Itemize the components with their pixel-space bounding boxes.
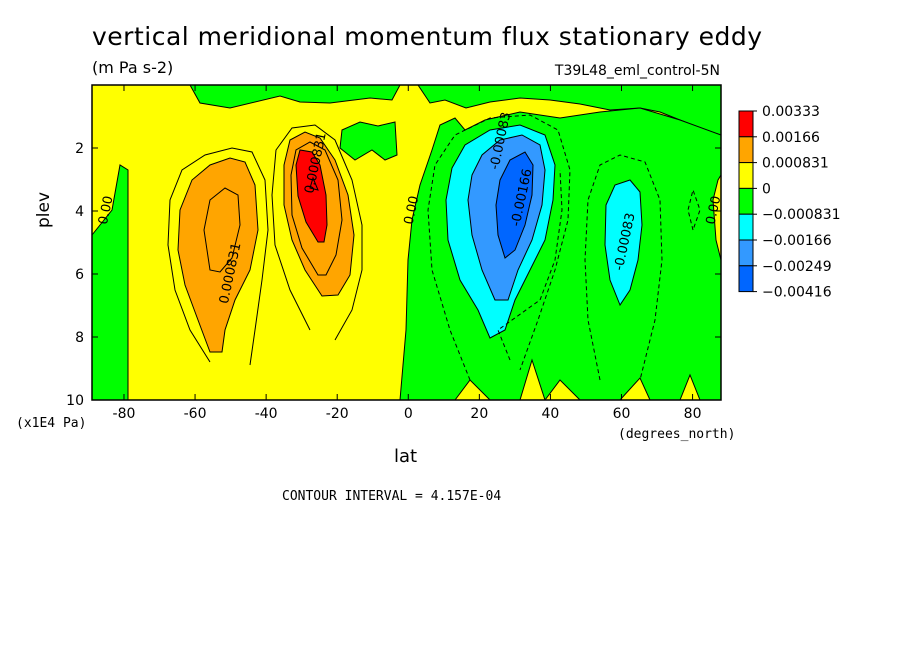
- x-tick-label: -40: [255, 406, 278, 422]
- legend-label: −0.000831: [762, 207, 841, 223]
- y-tick-label: 8: [75, 330, 84, 346]
- x-tick-label: 20: [470, 406, 488, 422]
- y-tick-label: 2: [75, 141, 84, 157]
- contour-line-neg-outer: [427, 114, 571, 381]
- negative-band-top-blob: [339, 121, 398, 161]
- contour-interval-text: CONTOUR INTERVAL = 4.157E-04: [282, 489, 502, 504]
- legend-label: −0.00416: [762, 285, 832, 301]
- chart-title: vertical meridional momentum flux statio…: [92, 22, 763, 51]
- x-axis-units: (degrees_north): [618, 427, 736, 442]
- dataset-label: T39L48_eml_control-5N: [554, 63, 720, 79]
- legend-label: 0.00333: [762, 104, 820, 120]
- legend-swatch: [738, 110, 754, 138]
- negative-band-main: [399, 107, 721, 400]
- legend-label: 0.00166: [762, 130, 820, 146]
- y-tick-label: 10: [66, 393, 84, 409]
- contour-label: 0.00: [96, 195, 117, 226]
- y-axis-units: (x1E4 Pa): [16, 416, 87, 431]
- legend-swatch: [738, 162, 754, 189]
- yellow-sliver-right: [712, 174, 721, 261]
- negative-region-core: [495, 151, 534, 259]
- legend-swatch: [738, 265, 754, 293]
- x-tick-label: 60: [613, 406, 631, 422]
- contour-line-middle-inner: [290, 141, 343, 276]
- legend-label: 0: [762, 181, 771, 197]
- x-tick-label: -80: [113, 406, 136, 422]
- contour-line-neg-mid: [497, 169, 563, 361]
- negative-band-left: [92, 164, 129, 400]
- y-tick-label: 4: [75, 204, 84, 220]
- legend-swatch: [738, 239, 754, 267]
- x-axis-label: lat: [394, 446, 418, 467]
- x-tick-label: -60: [184, 406, 207, 422]
- positive-region-left: [177, 157, 259, 353]
- contour-label: 0.00: [402, 195, 423, 226]
- contour-line-left-inner: [203, 187, 241, 273]
- negative-region-right: [604, 179, 643, 307]
- positive-region-middle-core: [295, 149, 328, 243]
- x-tick-label: -20: [326, 406, 349, 422]
- x-tick-label: 40: [542, 406, 560, 422]
- y-tick-label: 6: [75, 267, 84, 283]
- units-label: (m Pa s-2): [92, 58, 174, 77]
- maximum-marker: [309, 176, 319, 191]
- x-tick-label: 80: [684, 406, 702, 422]
- contour-line-right-outer: [584, 154, 663, 381]
- contour-label: 0.00: [704, 195, 725, 226]
- legend-swatch: [738, 213, 754, 241]
- negative-band-top-strip: [189, 85, 401, 109]
- x-tick-label: 0: [404, 406, 413, 422]
- plot-frame: [91, 84, 722, 401]
- legend-swatch: [738, 136, 754, 164]
- legend-label: −0.00166: [762, 233, 832, 249]
- contour-line-middle-outer: [271, 124, 363, 341]
- contour-line-left-outer: [167, 147, 269, 366]
- legend-label: 0.000831: [762, 156, 829, 172]
- legend-swatch: [738, 187, 754, 215]
- legend-label: −0.00249: [762, 259, 832, 275]
